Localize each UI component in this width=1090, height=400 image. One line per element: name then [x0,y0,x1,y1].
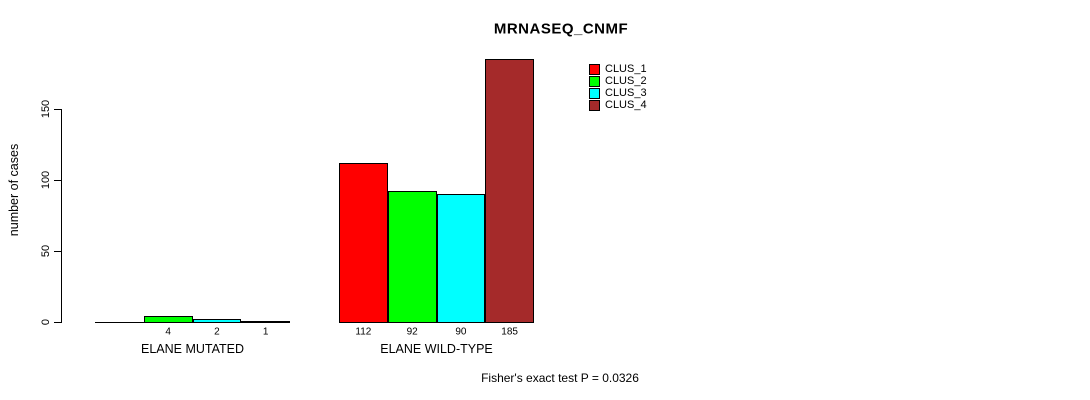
legend-label-clus_2: CLUS_2 [605,75,647,87]
legend-item-clus_3: CLUS_3 [589,87,647,99]
y-tick-label: 150 [40,99,52,119]
bar-value-label: 185 [501,326,518,338]
legend-item-clus_1: CLUS_1 [589,63,647,75]
legend-swatch-clus_2 [589,75,600,87]
bar-value-label: 4 [165,326,171,338]
bar-clus_4-group2 [485,59,534,323]
annotation-pvalue: Fisher's exact test P = 0.0326 [481,371,639,385]
y-tick-label: 0 [40,318,52,326]
legend: CLUS_1 CLUS_2 CLUS_3 CLUS_4 [589,63,647,111]
bar-clus_1-group2 [339,163,388,323]
bar-value-label: 2 [214,326,220,338]
legend-label-clus_1: CLUS_1 [605,63,647,75]
bar-clus_2-group1 [143,316,193,323]
legend-item-clus_2: CLUS_2 [589,75,647,87]
legend-item-clus_4: CLUS_4 [589,99,647,111]
bar-value-label: 92 [406,326,418,338]
bar-value-label: 112 [355,326,372,338]
y-tick [54,180,61,181]
bar-clus_4-group1 [241,321,290,323]
legend-label-clus_3: CLUS_3 [605,87,647,99]
y-tick-label: 100 [40,170,52,190]
bar-clus_2-group2 [387,191,437,323]
bar-value-label: 90 [455,326,467,338]
bar-value-label: 1 [262,326,269,338]
y-tick [54,109,61,110]
y-tick [54,251,61,252]
legend-swatch-clus_1 [589,63,600,75]
y-tick-label: 50 [40,244,52,258]
group-label-2: ELANE WILD-TYPE [380,342,493,356]
legend-swatch-clus_4 [589,99,600,111]
group-label-1: ELANE MUTATED [140,342,245,356]
bar-clus_3-group2 [436,194,486,323]
legend-label-clus_4: CLUS_4 [605,99,647,111]
y-axis-line [61,109,62,323]
legend-swatch-clus_3 [589,87,600,99]
y-tick [54,322,61,323]
chart-title: MRNASEQ_CNMF [493,20,629,38]
bar-clus_3-group1 [192,319,242,323]
